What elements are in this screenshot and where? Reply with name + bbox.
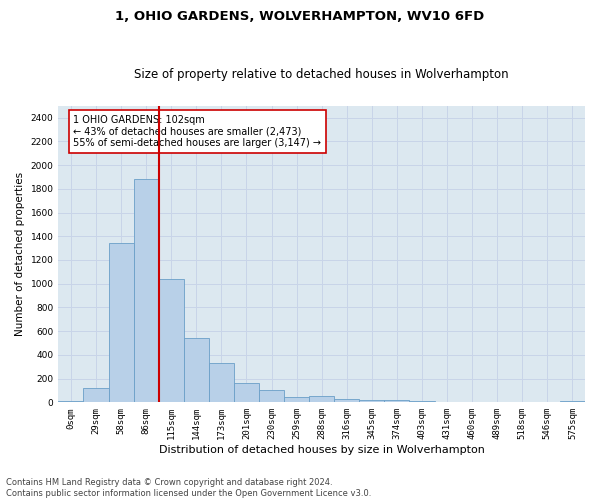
Y-axis label: Number of detached properties: Number of detached properties [15, 172, 25, 336]
Bar [234, 383, 259, 402]
Bar [159, 279, 184, 402]
Bar [560, 400, 585, 402]
Bar [109, 244, 134, 402]
Bar [409, 401, 434, 402]
Bar [259, 390, 284, 402]
Bar [359, 400, 385, 402]
Text: 1 OHIO GARDENS: 102sqm
← 43% of detached houses are smaller (2,473)
55% of semi-: 1 OHIO GARDENS: 102sqm ← 43% of detached… [73, 116, 322, 148]
Bar [134, 180, 159, 402]
Bar [184, 338, 209, 402]
Bar [83, 388, 109, 402]
Text: Contains HM Land Registry data © Crown copyright and database right 2024.
Contai: Contains HM Land Registry data © Crown c… [6, 478, 371, 498]
Bar [385, 400, 409, 402]
Bar [334, 399, 359, 402]
X-axis label: Distribution of detached houses by size in Wolverhampton: Distribution of detached houses by size … [159, 445, 485, 455]
Bar [209, 363, 234, 403]
Text: 1, OHIO GARDENS, WOLVERHAMPTON, WV10 6FD: 1, OHIO GARDENS, WOLVERHAMPTON, WV10 6FD [115, 10, 485, 23]
Bar [309, 396, 334, 402]
Bar [284, 397, 309, 402]
Title: Size of property relative to detached houses in Wolverhampton: Size of property relative to detached ho… [134, 68, 509, 81]
Bar [58, 401, 83, 402]
